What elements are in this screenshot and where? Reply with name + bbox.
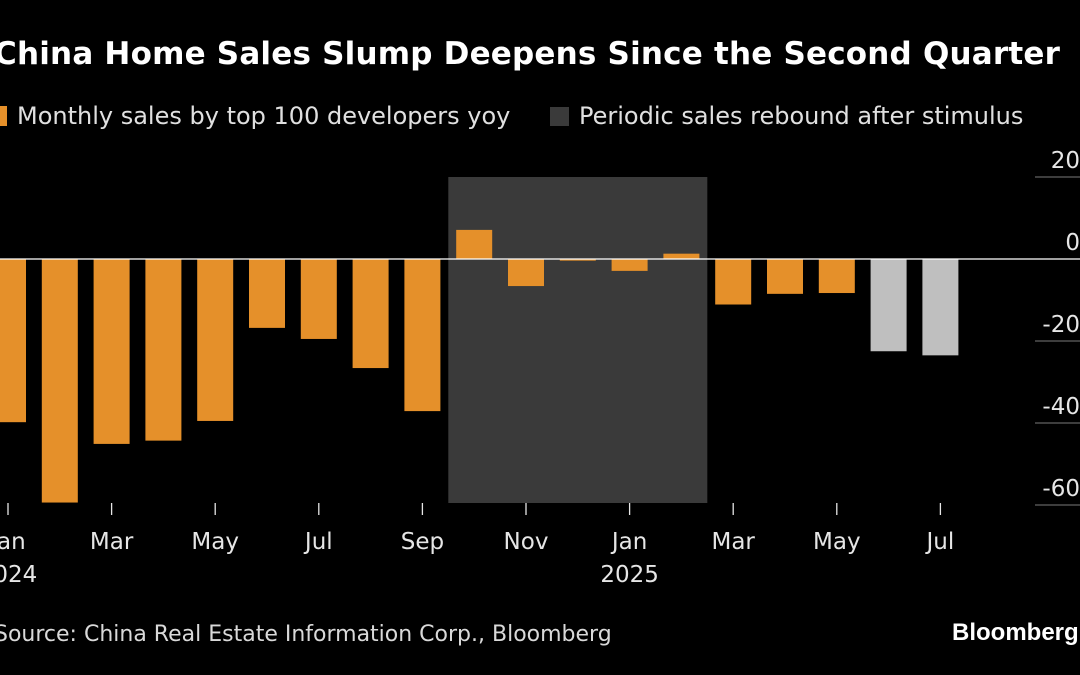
gridline-layer bbox=[1035, 176, 1080, 506]
x-tick-label-9: Jul bbox=[925, 529, 955, 555]
bar-jan-2024 bbox=[0, 259, 26, 423]
x-tick-label-0: Jan bbox=[0, 529, 26, 555]
x-tick-year-6: 2025 bbox=[600, 562, 659, 588]
y-tick-label-4: -60 bbox=[1042, 476, 1080, 502]
bar-may-2025 bbox=[818, 259, 855, 294]
legend-item-rebound-band: Periodic sales rebound after stimulus bbox=[550, 98, 1023, 134]
x-tick-label-4: Sep bbox=[401, 529, 444, 555]
x-tick-year-0: 2024 bbox=[0, 562, 37, 588]
bar-may-2024 bbox=[197, 259, 234, 421]
source-note: Source: China Real Estate Information Co… bbox=[0, 622, 612, 647]
legend-label-monthly-sales: Monthly sales by top 100 developers yoy bbox=[17, 102, 511, 130]
bar-feb-2024 bbox=[41, 259, 78, 503]
bar-dec-2024 bbox=[559, 259, 596, 261]
bar-nov-2024 bbox=[508, 259, 544, 287]
bar-layer bbox=[0, 229, 959, 503]
x-tick-label-3: Jul bbox=[303, 529, 333, 555]
x-tick-label-7: Mar bbox=[711, 529, 755, 555]
bar-oct-2024 bbox=[456, 229, 493, 259]
bar-aug-2024 bbox=[352, 259, 389, 369]
bar-mar-2025 bbox=[715, 259, 752, 305]
bar-mar-2024 bbox=[93, 259, 130, 444]
x-tick-label-1: Mar bbox=[90, 529, 134, 555]
y-tick-label-0: 20 bbox=[1051, 148, 1080, 174]
legend-label-rebound-band: Periodic sales rebound after stimulus bbox=[579, 102, 1024, 130]
bar-apr-2025 bbox=[767, 259, 803, 294]
bar-chart: 20 0 -20 -40 -60 Jan 2024 Mar May Jul Sep Nov Jan 20… bbox=[0, 148, 1080, 588]
legend-item-monthly-sales: Monthly sales by top 100 developers yoy bbox=[0, 98, 510, 134]
bar-sep-2024 bbox=[404, 259, 441, 412]
y-tick-label-3: -40 bbox=[1042, 394, 1080, 420]
x-tick-label-8: May bbox=[813, 529, 861, 555]
bar-jan-2025 bbox=[611, 259, 648, 271]
y-tick-label-2: -20 bbox=[1042, 312, 1080, 338]
x-axis-ticks: Jan 2024 Mar May Jul Sep Nov Jan 2025 Mar May Jul bbox=[0, 503, 954, 588]
bar-jun-2025 bbox=[870, 259, 907, 352]
legend-swatch-bar bbox=[0, 106, 7, 126]
bloomberg-logo: Bloomberg bbox=[952, 619, 1079, 646]
bar-apr-2024 bbox=[145, 259, 182, 441]
x-tick-label-2: May bbox=[191, 529, 239, 555]
legend-swatch-band bbox=[550, 106, 569, 126]
bar-jul-2024 bbox=[300, 259, 337, 339]
x-tick-label-6: Jan bbox=[610, 529, 647, 555]
x-tick-label-5: Nov bbox=[504, 529, 549, 555]
y-axis-ticks: 20 0 -20 -40 -60 bbox=[1042, 148, 1080, 502]
bar-jun-2024 bbox=[249, 259, 285, 328]
bar-feb-2025 bbox=[663, 253, 700, 259]
chart-title: China Home Sales Slump Deepens Since the… bbox=[0, 36, 1061, 72]
shaded-band-layer bbox=[448, 177, 708, 503]
y-tick-label-1: 0 bbox=[1065, 230, 1080, 256]
shaded-band-0 bbox=[448, 177, 708, 503]
bar-jul-2025 bbox=[922, 259, 959, 356]
